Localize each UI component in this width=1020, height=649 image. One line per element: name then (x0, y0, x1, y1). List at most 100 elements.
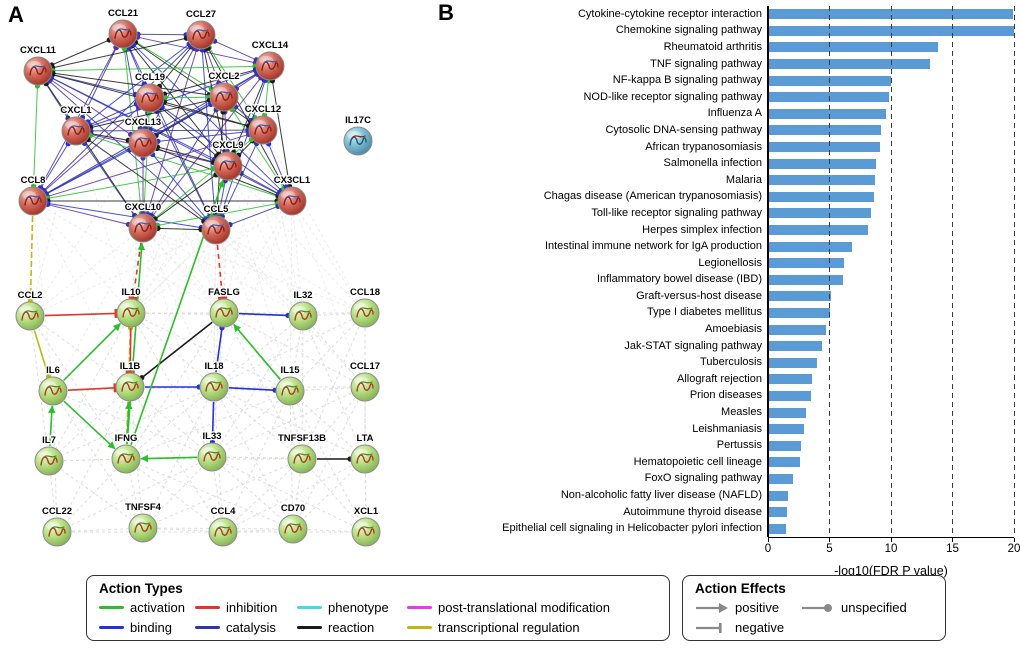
network-edge (230, 325, 296, 447)
node-IL10[interactable]: IL10 (116, 286, 146, 328)
network-edge (364, 401, 367, 518)
node-CXCL11[interactable]: CXCL11 (19, 44, 58, 86)
chart-row: Malaria (444, 172, 1014, 189)
node-IL1B[interactable]: IL1B (115, 360, 145, 402)
node-IL6[interactable]: IL6 (38, 364, 68, 406)
node-CXCL13[interactable]: CXCL13 (124, 116, 162, 158)
chart-row: Amoebiasis (444, 321, 1014, 338)
network-edge (237, 176, 356, 303)
chart-row: Pertussis (444, 437, 1014, 454)
node-IL33[interactable]: IL33 (197, 430, 227, 472)
bar (768, 274, 844, 285)
chart-row: NOD-like receptor signaling pathway (444, 89, 1014, 106)
bar (768, 42, 938, 53)
tick-label: 0 (764, 543, 772, 555)
bar-track (768, 305, 1014, 322)
network-edge (238, 170, 282, 197)
node-CCL4[interactable]: CCL4 (208, 505, 238, 547)
chart-row: FoxO signaling pathway (444, 471, 1014, 488)
bar-track (768, 23, 1014, 40)
bar (768, 241, 852, 252)
node-CCL8[interactable]: CCL8 (18, 174, 48, 216)
node-CXCL2[interactable]: CXCL2 (207, 70, 241, 112)
node-CCL21[interactable]: CCL21 (107, 7, 140, 49)
node-label: CCL2 (18, 290, 43, 301)
node-label: CXCL14 (252, 40, 289, 51)
chart-row: Prion diseases (444, 388, 1014, 405)
node-TNFSF13B[interactable]: TNFSF13B (277, 432, 327, 474)
node-label: IL7 (42, 435, 56, 446)
node-CD70[interactable]: CD70 (278, 502, 308, 544)
bar-track (768, 471, 1014, 488)
bar (768, 208, 872, 219)
tee-effect-icon (696, 622, 722, 633)
tick-mark (1013, 538, 1015, 542)
legend-item-label: activation (130, 600, 185, 615)
network-edge (62, 392, 201, 456)
network-edge (128, 242, 142, 300)
legend-item-negative: negative (695, 620, 801, 635)
node-XCL1[interactable]: XCL1 (351, 505, 381, 547)
network-edge (296, 403, 360, 520)
network-edge (297, 214, 360, 374)
inhibition-line-icon (195, 606, 220, 609)
bar-track (768, 487, 1014, 504)
chart-row: Leishmaniasis (444, 421, 1014, 438)
node-CCL18[interactable]: CCL18 (349, 286, 381, 328)
bar-track (768, 354, 1014, 371)
bar (768, 390, 812, 401)
tick-label: 20 (1007, 543, 1020, 555)
chart-row: Herpes simplex infection (444, 222, 1014, 239)
network-edge (225, 240, 356, 377)
node-CCL5[interactable]: CCL5 (201, 203, 231, 245)
bar (768, 75, 891, 86)
node-CXCL12[interactable]: CXCL12 (244, 103, 282, 145)
node-label: CCL17 (350, 361, 380, 372)
node-CXCL1[interactable]: CXCL1 (59, 104, 94, 146)
bar (768, 108, 887, 119)
node-CXCL10[interactable]: CXCL10 (124, 201, 162, 243)
node-FASLG[interactable]: FASLG (207, 286, 241, 328)
bar (768, 175, 875, 186)
node-CXCL14[interactable]: CXCL14 (251, 39, 290, 81)
node-label: LTA (356, 433, 373, 444)
node-IL15[interactable]: IL15 (275, 364, 305, 406)
node-IL32[interactable]: IL32 (288, 289, 318, 331)
network-edge (215, 325, 225, 373)
bar-track (768, 122, 1014, 139)
node-IL7[interactable]: IL7 (34, 434, 64, 476)
panel-b-chart: B Cytokine-cytokine receptor interaction… (434, 0, 1020, 578)
bar-track (768, 238, 1014, 255)
node-TNFSF4[interactable]: TNFSF4 (124, 501, 163, 543)
network-edge (312, 326, 356, 377)
network-edge (225, 392, 352, 452)
node-CCL22[interactable]: CCL22 (41, 505, 73, 547)
chart-row: Influenza A (444, 106, 1014, 123)
chart-row: Chagas disease (American trypanosomiasis… (444, 189, 1014, 206)
node-CXCL9[interactable]: CXCL9 (211, 139, 245, 181)
node-IL17C[interactable]: IL17C (343, 114, 373, 156)
chart-row: Epithelial cell signaling in Helicobacte… (444, 520, 1014, 537)
chart-row: Autoimmune thyroid disease (444, 504, 1014, 521)
node-CX3CL1[interactable]: CX3CL1 (273, 174, 312, 216)
legend-item-label: catalysis (226, 620, 276, 635)
node-CCL2[interactable]: CCL2 (15, 289, 45, 331)
post-translational-line-icon (407, 606, 432, 609)
node-IFNG[interactable]: IFNG (111, 432, 141, 474)
category-label: Rheumatoid arthritis (663, 40, 762, 53)
node-IL18[interactable]: IL18 (199, 360, 229, 402)
network-edge (63, 323, 121, 381)
bar (768, 59, 931, 70)
legend-item-label: reaction (328, 620, 375, 635)
bar-track (768, 520, 1014, 537)
node-CCL19[interactable]: CCL19 (134, 71, 166, 113)
network-edge (63, 400, 116, 450)
node-CCL17[interactable]: CCL17 (349, 360, 381, 402)
network-edge (33, 330, 52, 380)
bar-track (768, 272, 1014, 289)
node-CCL27[interactable]: CCL27 (185, 8, 217, 50)
node-LTA[interactable]: LTA (350, 432, 380, 474)
bar (768, 324, 826, 335)
network-edge (141, 240, 206, 303)
